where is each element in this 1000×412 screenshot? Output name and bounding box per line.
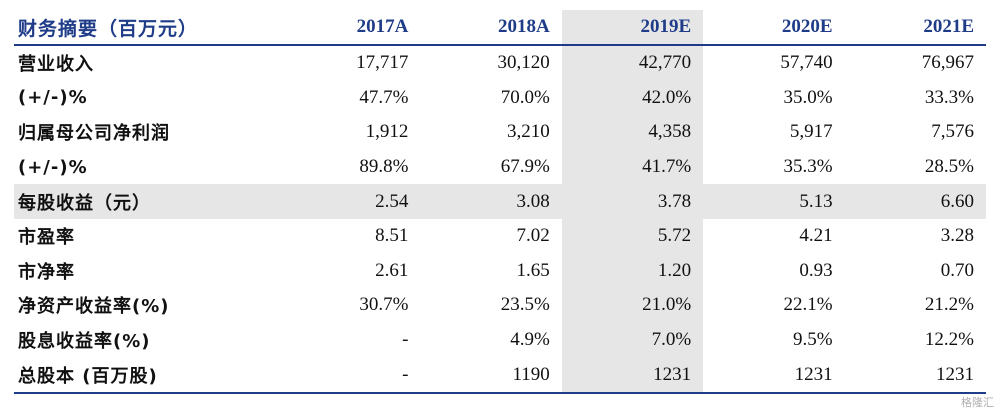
table-cell: 35.3%: [783, 156, 833, 178]
table-cell: 70.0%: [500, 86, 550, 108]
table-cell: 7.02: [516, 225, 550, 247]
table-cell: 30,120: [497, 52, 550, 74]
header-year: 2017A: [279, 10, 421, 46]
row-label: 归属母公司净利润: [18, 123, 170, 145]
table-cell: 6.60: [844, 184, 986, 219]
table-row: 归属母公司净利润 1,912 3,210 4,358 5,917 7,576: [14, 115, 986, 150]
table-cell: 4,358: [561, 115, 704, 150]
table-row: 股息收益率(%) - 4.9% 7.0% 9.5% 12.2%: [14, 322, 986, 358]
table-cell: 1,912: [365, 121, 409, 143]
table-header-row: 财务摘要（百万元） 2017A 2018A 2019E 2020E 2021E: [14, 10, 986, 46]
table-row: 总股本 (百万股) -1190 1231 1231 1231: [14, 357, 986, 394]
table-cell: 5,917: [789, 121, 833, 143]
table-cell: 41.7%: [561, 149, 704, 185]
table-row: (+/-)% 47.7% 70.0% 42.0% 35.0% 33.3%: [14, 80, 986, 116]
table-cell: 4.9%: [510, 329, 550, 351]
header-year: 2018A: [420, 10, 562, 46]
table-row: 市净率 2.61 1.65 1.20 0.93 0.70: [14, 253, 986, 289]
table-cell: 0.70: [940, 259, 974, 281]
financial-summary: 财务摘要（百万元） 2017A 2018A 2019E 2020E 2021E …: [14, 10, 986, 394]
table-cell: 1231: [561, 357, 704, 394]
row-label: 市净率: [18, 261, 75, 283]
table-cell: 1.20: [561, 253, 704, 289]
table-cell: 5.13: [703, 184, 845, 219]
row-label: 股息收益率(%): [18, 331, 151, 353]
financial-summary-table: 财务摘要（百万元） 2017A 2018A 2019E 2020E 2021E …: [14, 10, 986, 394]
table-cell: 57,740: [780, 52, 833, 74]
table-cell: 42,770: [561, 45, 704, 81]
header-year: 2020E: [703, 10, 845, 46]
table-cell: 33.3%: [924, 86, 974, 108]
table-cell: 35.0%: [783, 86, 833, 108]
table-cell: 8.51: [375, 225, 409, 247]
row-label: (+/-)%: [18, 87, 88, 109]
header-year: 2019E: [561, 10, 704, 46]
table-cell: 7.0%: [561, 322, 704, 358]
table-cell: 7,576: [931, 121, 974, 143]
table-cell: 0.93: [799, 259, 833, 281]
table-cell: 30.7%: [359, 294, 409, 316]
table-cell: 76,967: [921, 52, 974, 74]
table-cell: 1190: [420, 357, 562, 394]
table-cell: 4.21: [799, 225, 833, 247]
table-cell: 9.5%: [792, 329, 833, 351]
table-cell: 1231: [844, 357, 986, 394]
table-cell: 3.78: [561, 184, 704, 219]
table-cell: 1.65: [516, 259, 550, 281]
table-cell: 47.7%: [359, 86, 409, 108]
table-row: (+/-)% 89.8% 67.9% 41.7% 35.3% 28.5%: [14, 149, 986, 185]
table-cell: 12.2%: [924, 329, 974, 351]
table-cell: 3,210: [507, 121, 550, 143]
table-cell: 21.2%: [924, 294, 974, 316]
table-cell: 3.08: [420, 184, 562, 219]
table-row: 净资产收益率(%) 30.7% 23.5% 21.0% 22.1% 21.2%: [14, 288, 986, 323]
row-label: 总股本 (百万股): [14, 357, 279, 394]
table-cell: 17,717: [356, 52, 409, 74]
table-cell: 1231: [703, 357, 845, 394]
table-cell: 22.1%: [783, 294, 833, 316]
header-title: 财务摘要（百万元）: [14, 10, 279, 46]
table-cell: 42.0%: [561, 80, 704, 116]
table-row: 每股收益（元） 2.54 3.08 3.78 5.13 6.60: [14, 184, 986, 219]
table-cell: -: [279, 357, 421, 394]
table-row: 营业收入 17,717 30,120 42,770 57,740 76,967: [14, 45, 986, 81]
table-cell: 89.8%: [359, 156, 409, 178]
row-label: 净资产收益率(%): [18, 296, 170, 318]
row-label: 营业收入: [18, 54, 94, 76]
row-label: 市盈率: [18, 227, 75, 249]
row-label: (+/-)%: [18, 156, 88, 178]
table-cell: -: [402, 329, 409, 351]
table-cell: 21.0%: [561, 288, 704, 323]
table-cell: 28.5%: [924, 156, 974, 178]
table-cell: 5.72: [561, 218, 704, 254]
table-cell: 2.61: [375, 259, 409, 281]
table-cell: 23.5%: [500, 294, 550, 316]
watermark: 格隆汇: [961, 396, 994, 409]
table-cell: 2.54: [279, 184, 421, 219]
row-label: 每股收益（元）: [14, 184, 279, 219]
table-cell: 67.9%: [500, 156, 550, 178]
table-row: 市盈率 8.51 7.02 5.72 4.21 3.28: [14, 218, 986, 254]
table-cell: 3.28: [940, 225, 974, 247]
header-year: 2021E: [844, 10, 986, 46]
